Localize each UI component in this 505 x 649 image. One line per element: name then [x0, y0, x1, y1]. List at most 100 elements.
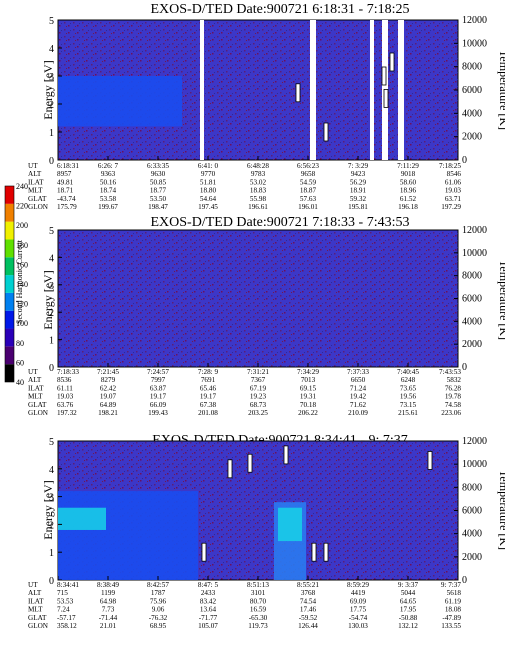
orbit-value: 66.09 [150, 401, 167, 409]
orbit-value: 7.24 [57, 606, 70, 614]
orbit-value: 196.61 [248, 203, 268, 211]
orbit-value: 69.15 [300, 384, 317, 392]
orbit-value: 7691 [201, 376, 216, 384]
orbit-value: 73.65 [400, 384, 417, 392]
orbit-value: 54.64 [200, 195, 217, 203]
orbit-value: 19.17 [150, 393, 167, 401]
orbit-value: 197.32 [57, 409, 77, 417]
orbit-row-label: MLT [28, 187, 43, 195]
noise-texture [58, 230, 458, 367]
orbit-value: 5618 [447, 589, 462, 597]
orbit-value: -54.74 [349, 614, 368, 622]
y-tick-label: 4 [49, 465, 54, 476]
orbit-value: 7:34:29 [297, 368, 319, 376]
data-dropout [311, 542, 317, 562]
data-gap [398, 20, 404, 160]
right-tick-label: 0 [462, 575, 467, 586]
colorbar-tick-label: 100 [16, 319, 28, 328]
orbit-value: 197.45 [198, 203, 218, 211]
orbit-value: -43.74 [57, 195, 76, 203]
orbit-value: 19.31 [300, 393, 317, 401]
colorbar-swatch [5, 257, 14, 276]
orbit-value: 19.07 [100, 393, 117, 401]
data-dropout [201, 542, 207, 562]
orbit-value: 7:43:53 [439, 368, 461, 376]
ion-band [58, 491, 198, 580]
y-tick-label: 2 [49, 520, 54, 531]
orbit-value: 9018 [401, 170, 416, 178]
panel-2-y-ticks: 0 1 2 3 4 5 [49, 226, 62, 374]
orbit-value: -71.77 [199, 614, 218, 622]
orbit-value: 67.38 [200, 401, 217, 409]
orbit-row-label: MLT [28, 393, 43, 401]
orbit-value: 1787 [151, 589, 166, 597]
colorbar-swatch [5, 292, 14, 311]
orbit-value: 9783 [251, 170, 266, 178]
colorbar-tick-label: 40 [16, 378, 24, 387]
orbit-value: 18.71 [57, 187, 74, 195]
orbit-value: -76.32 [149, 614, 168, 622]
orbit-value: 9363 [101, 170, 116, 178]
colorbar-swatch [5, 328, 14, 347]
orbit-value: 6:56:23 [297, 162, 319, 170]
orbit-value: 8:55:21 [297, 581, 319, 589]
orbit-value: 6:48:28 [247, 162, 269, 170]
data-gap [370, 20, 374, 160]
panel-1: EXOS-D/TED Date:900721 6:18:31 - 7:18:25… [28, 2, 505, 211]
orbit-row-label: GLAT [28, 401, 47, 409]
orbit-value: 7:28: 9 [198, 368, 219, 376]
orbit-value: 16.59 [250, 606, 267, 614]
orbit-value: 7:18:25 [439, 162, 461, 170]
orbit-value: 1199 [101, 589, 116, 597]
orbit-value: 133.55 [441, 622, 461, 630]
colorbar-tick-label: 240 [16, 182, 28, 191]
orbit-value: 9: 3:37 [398, 581, 419, 589]
orbit-value: 74.54 [300, 597, 317, 605]
y-tick-label: 1 [49, 548, 54, 559]
right-tick-label: 12000 [462, 15, 487, 26]
panel-1-right-ticks: 0 2000 4000 6000 8000 10000 12000 [454, 15, 487, 166]
right-tick-label: 6000 [462, 506, 482, 517]
orbit-value: 18.08 [445, 606, 462, 614]
orbit-value: 126.44 [298, 622, 318, 630]
orbit-row-label: ALT [28, 589, 42, 597]
colorbar-swatches [4, 185, 15, 383]
orbit-value: 105.07 [198, 622, 218, 630]
orbit-row-label: UT [28, 581, 38, 589]
colorbar-tick-label: 140 [16, 280, 28, 289]
right-tick-label: 8000 [462, 62, 482, 73]
orbit-value: 19.17 [200, 393, 217, 401]
panel-1-y-ticks: 0 1 2 3 4 5 [49, 16, 62, 167]
orbit-value: 61.06 [445, 178, 462, 186]
right-tick-label: 12000 [462, 225, 487, 236]
orbit-value: 7997 [151, 376, 166, 384]
orbit-value: 65.46 [200, 384, 217, 392]
panel-3-ylabel-right: Temperature [K] [497, 470, 505, 550]
panel-2-features [58, 230, 458, 367]
orbit-row-label: ILAT [28, 384, 44, 392]
right-tick-label: 12000 [462, 436, 487, 447]
orbit-value: 198.47 [148, 203, 168, 211]
orbit-value: 70.18 [300, 401, 317, 409]
orbit-value: 53.50 [150, 195, 167, 203]
orbit-value: 7:31:21 [247, 368, 269, 376]
right-tick-label: 2000 [462, 339, 482, 350]
orbit-value: 6:18:31 [57, 162, 79, 170]
orbit-value: 9630 [151, 170, 166, 178]
orbit-value: 199.67 [98, 203, 118, 211]
orbit-value: 13.64 [200, 606, 217, 614]
orbit-value: 57.63 [300, 195, 317, 203]
panel-1-ylabel: Energy [eV] [41, 60, 55, 119]
data-dropout [323, 542, 329, 562]
colorbar-tick-label: 120 [16, 300, 28, 309]
orbit-value: 6:33:35 [147, 162, 169, 170]
orbit-value: 9658 [301, 170, 316, 178]
orbit-row-label: UT [28, 162, 38, 170]
panel-1-features [58, 20, 458, 160]
orbit-value: 197.29 [441, 203, 461, 211]
orbit-value: 196.01 [298, 203, 318, 211]
orbit-value: 18.91 [350, 187, 367, 195]
y-tick-label: 5 [49, 16, 54, 27]
orbit-value: 83.42 [200, 597, 217, 605]
right-tick-label: 4000 [462, 108, 482, 119]
